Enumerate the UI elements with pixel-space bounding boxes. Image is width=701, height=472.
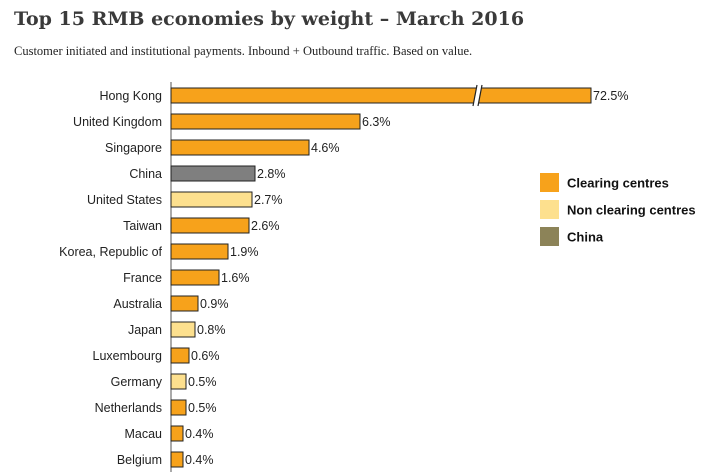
bar-hong-kong [170,87,592,104]
category-label-belgium: Belgium [117,453,162,467]
legend-label-china: China [567,230,604,245]
category-label-korea-republic-of: Korea, Republic of [59,245,162,259]
bar-united-kingdom [170,113,361,130]
category-label-luxembourg: Luxembourg [93,349,163,363]
value-label-belgium: 0.4% [185,453,214,467]
category-label-macau: Macau [124,427,162,441]
bar-korea-republic-of [170,243,229,260]
category-label-singapore: Singapore [105,141,162,155]
bar-belgium [170,451,184,468]
value-label-united-kingdom: 6.3% [362,115,391,129]
bar-macau [170,425,184,442]
bar-taiwan [170,217,250,234]
value-label-china: 2.8% [257,167,286,181]
value-label-japan: 0.8% [197,323,226,337]
value-label-hong-kong: 72.5% [593,89,628,103]
chart-subtitle: Customer initiated and institutional pay… [14,44,473,58]
legend-label-clearing-centres: Clearing centres [567,176,669,191]
value-label-luxembourg: 0.6% [191,349,220,363]
legend-swatch-non-clearing-centres [540,200,559,219]
legend-swatch-clearing-centres [540,173,559,192]
category-label-hong-kong: Hong Kong [99,89,162,103]
bar-germany [170,373,187,390]
bar-singapore [170,139,310,156]
category-label-germany: Germany [111,375,163,389]
value-label-singapore: 4.6% [311,141,340,155]
category-label-united-kingdom: United Kingdom [73,115,162,129]
value-label-australia: 0.9% [200,297,229,311]
category-label-japan: Japan [128,323,162,337]
category-label-taiwan: Taiwan [123,219,162,233]
bar-luxembourg [170,347,190,364]
value-label-taiwan: 2.6% [251,219,280,233]
chart-title: Top 15 RMB economies by weight – March 2… [14,8,525,30]
value-label-france: 1.6% [221,271,250,285]
bar-netherlands [170,399,187,416]
bar-australia [170,295,199,312]
axis-break-mark-left [472,84,478,107]
category-label-france: France [123,271,162,285]
category-label-china: China [129,167,162,181]
bar-france [170,269,220,286]
legend-swatch-china [540,227,559,246]
axis-break-mark-right [477,84,483,107]
category-label-netherlands: Netherlands [95,401,162,415]
value-label-netherlands: 0.5% [188,401,217,415]
value-label-macau: 0.4% [185,427,214,441]
category-label-united-states: United States [87,193,162,207]
value-label-germany: 0.5% [188,375,217,389]
category-label-australia: Australia [113,297,162,311]
value-label-korea-republic-of: 1.9% [230,245,259,259]
bar-japan [170,321,196,338]
value-label-united-states: 2.7% [254,193,283,207]
bar-united-states [170,191,253,208]
legend-label-non-clearing-centres: Non clearing centres [567,203,696,218]
bar-china [170,165,256,182]
axis-break-gap [473,85,482,106]
